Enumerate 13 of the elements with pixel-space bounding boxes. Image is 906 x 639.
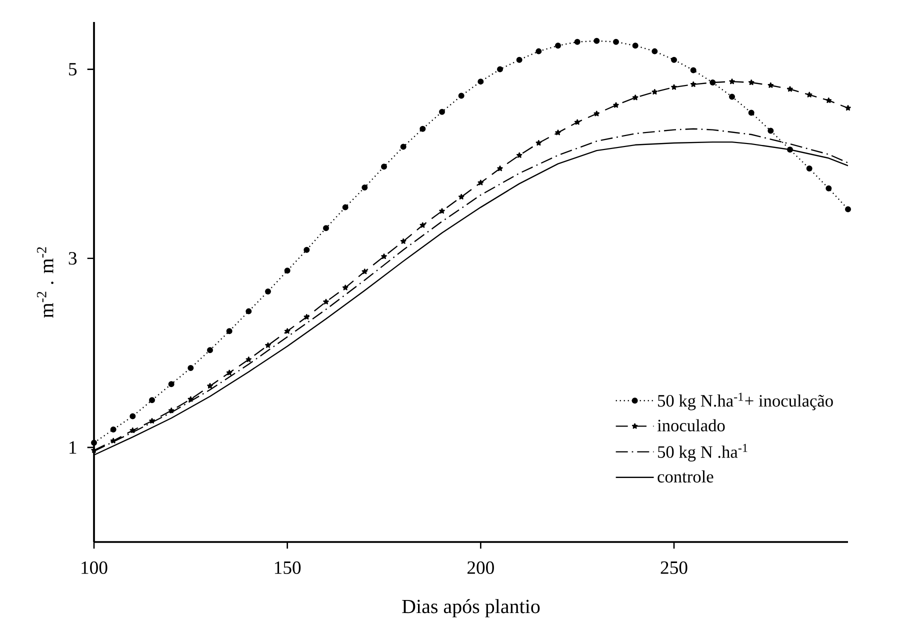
y-tick-label: 5	[69, 63, 77, 76]
y-tick-label: 3	[68, 252, 77, 265]
legend-label: 50 kg N.ha$^{-1}$+ inoculação	[658, 392, 833, 410]
y-tick-label: 1	[70, 441, 76, 454]
x-tick-label: 200	[467, 561, 494, 574]
legend-label: inoculado	[657, 419, 725, 432]
x-axis-title: Dias após plantio	[402, 599, 540, 618]
legend-label: controle	[658, 470, 714, 483]
y-axis-title: m$^{-2}$ . m$^{-2}$	[36, 247, 54, 318]
x-tick-label: 250	[660, 561, 688, 574]
legend-label: 50 kg N .ha$^{-1}$	[658, 444, 748, 462]
x-tick-label: 150	[274, 561, 301, 574]
x-tick-label: 100	[82, 561, 108, 574]
